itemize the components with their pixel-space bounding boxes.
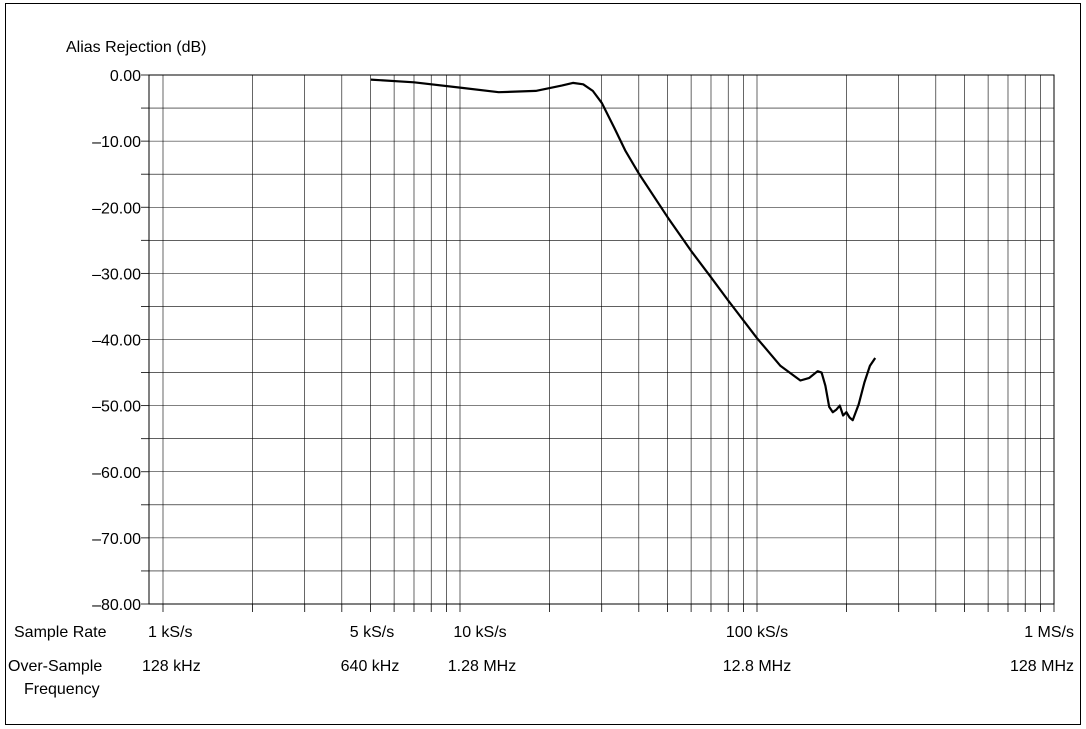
x-row-label: Over-Sample (8, 658, 102, 675)
y-tick-label: 0.00 (110, 68, 141, 85)
y-tick-label: –10.00 (92, 134, 141, 151)
x-row-label: Frequency (24, 681, 100, 698)
y-tick-label: –70.00 (92, 531, 141, 548)
y-tick-label: –80.00 (92, 597, 141, 614)
grid-lines (149, 75, 1054, 604)
x-tick-label: 10 kS/s (453, 624, 506, 641)
y-tick-label: –50.00 (92, 399, 141, 416)
x-tick-label: 1 MS/s (1024, 624, 1074, 641)
x-axis-rows: Sample Rate 1 kS/s 5 kS/s 10 kS/s 100 kS/s 1 … (8, 624, 1074, 698)
series-line (370, 78, 877, 422)
axis-ticks (141, 74, 1055, 612)
chart-frame (5, 3, 1081, 725)
x-tick-label: 640 kHz (341, 658, 400, 675)
x-tick-label: 100 kS/s (726, 624, 788, 641)
x-tick-label: 128 MHz (1010, 658, 1074, 675)
y-axis-label: Alias Rejection (dB) (66, 39, 207, 56)
y-tick-labels: 0.00 –10.00 –20.00 –30.00 –40.00 –50.00 –60.00… (92, 68, 141, 614)
x-row-label: Sample Rate (14, 624, 107, 641)
y-tick-label: –20.00 (92, 200, 141, 217)
series-layer (370, 78, 877, 422)
x-tick-label: 1.28 MHz (448, 658, 516, 675)
y-tick-label: –30.00 (92, 266, 141, 283)
x-tick-label: 12.8 MHz (723, 658, 791, 675)
x-tick-label: 128 kHz (142, 658, 201, 675)
x-tick-label: 5 kS/s (350, 624, 394, 641)
x-tick-label: 1 kS/s (148, 624, 192, 641)
y-tick-label: –40.00 (92, 333, 141, 350)
y-tick-label: –60.00 (92, 465, 141, 482)
